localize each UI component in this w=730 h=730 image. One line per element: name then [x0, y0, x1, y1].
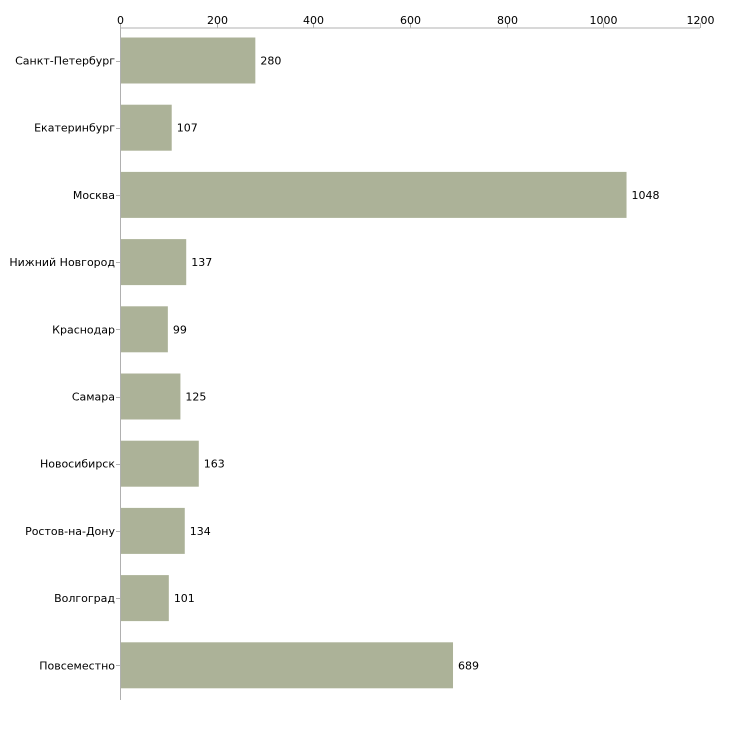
- category-label: Самара: [72, 391, 115, 404]
- value-label: 107: [177, 122, 198, 135]
- x-tick-label: 0: [117, 14, 124, 27]
- x-axis: 0 200 400 600 800 1000 1200: [117, 14, 715, 29]
- bar: [120, 507, 185, 554]
- bar: [120, 239, 187, 286]
- category-label: Новосибирск: [40, 458, 115, 471]
- value-label: 689: [458, 659, 479, 672]
- value-labels: 280 107 1048 137 99 125 163 134 101 689: [173, 55, 660, 673]
- x-tick-label: 200: [207, 14, 228, 27]
- x-tick-label: 800: [497, 14, 518, 27]
- value-label: 280: [260, 55, 281, 68]
- x-tick-label: 1200: [687, 14, 715, 27]
- category-label: Волгоград: [54, 592, 115, 605]
- value-label: 1048: [632, 189, 660, 202]
- bars: [120, 37, 627, 689]
- category-label: Краснодар: [52, 323, 115, 336]
- bar: [120, 575, 169, 622]
- category-label: Екатеринбург: [34, 122, 115, 135]
- bar: [120, 37, 256, 84]
- x-tick-label: 1000: [590, 14, 618, 27]
- category-label: Ростов-на-Дону: [25, 525, 115, 538]
- category-label: Нижний Новгород: [9, 256, 115, 269]
- bar: [120, 104, 172, 151]
- x-tick-label: 600: [400, 14, 421, 27]
- bar: [120, 642, 454, 689]
- x-tick-label: 400: [303, 14, 324, 27]
- bar: [120, 440, 199, 487]
- value-label: 163: [204, 458, 225, 471]
- category-label: Санкт-Петербург: [15, 55, 115, 68]
- bar: [120, 306, 168, 353]
- value-label: 99: [173, 323, 187, 336]
- y-axis: [116, 28, 121, 700]
- value-label: 125: [185, 391, 206, 404]
- value-label: 134: [190, 525, 211, 538]
- bar: [120, 373, 181, 420]
- category-labels: Санкт-Петербург Екатеринбург Москва Нижний …: [9, 55, 115, 673]
- bar: [120, 171, 627, 218]
- value-label: 101: [174, 592, 195, 605]
- category-label: Повсеместно: [39, 659, 115, 672]
- category-label: Москва: [73, 189, 115, 202]
- value-label: 137: [191, 256, 212, 269]
